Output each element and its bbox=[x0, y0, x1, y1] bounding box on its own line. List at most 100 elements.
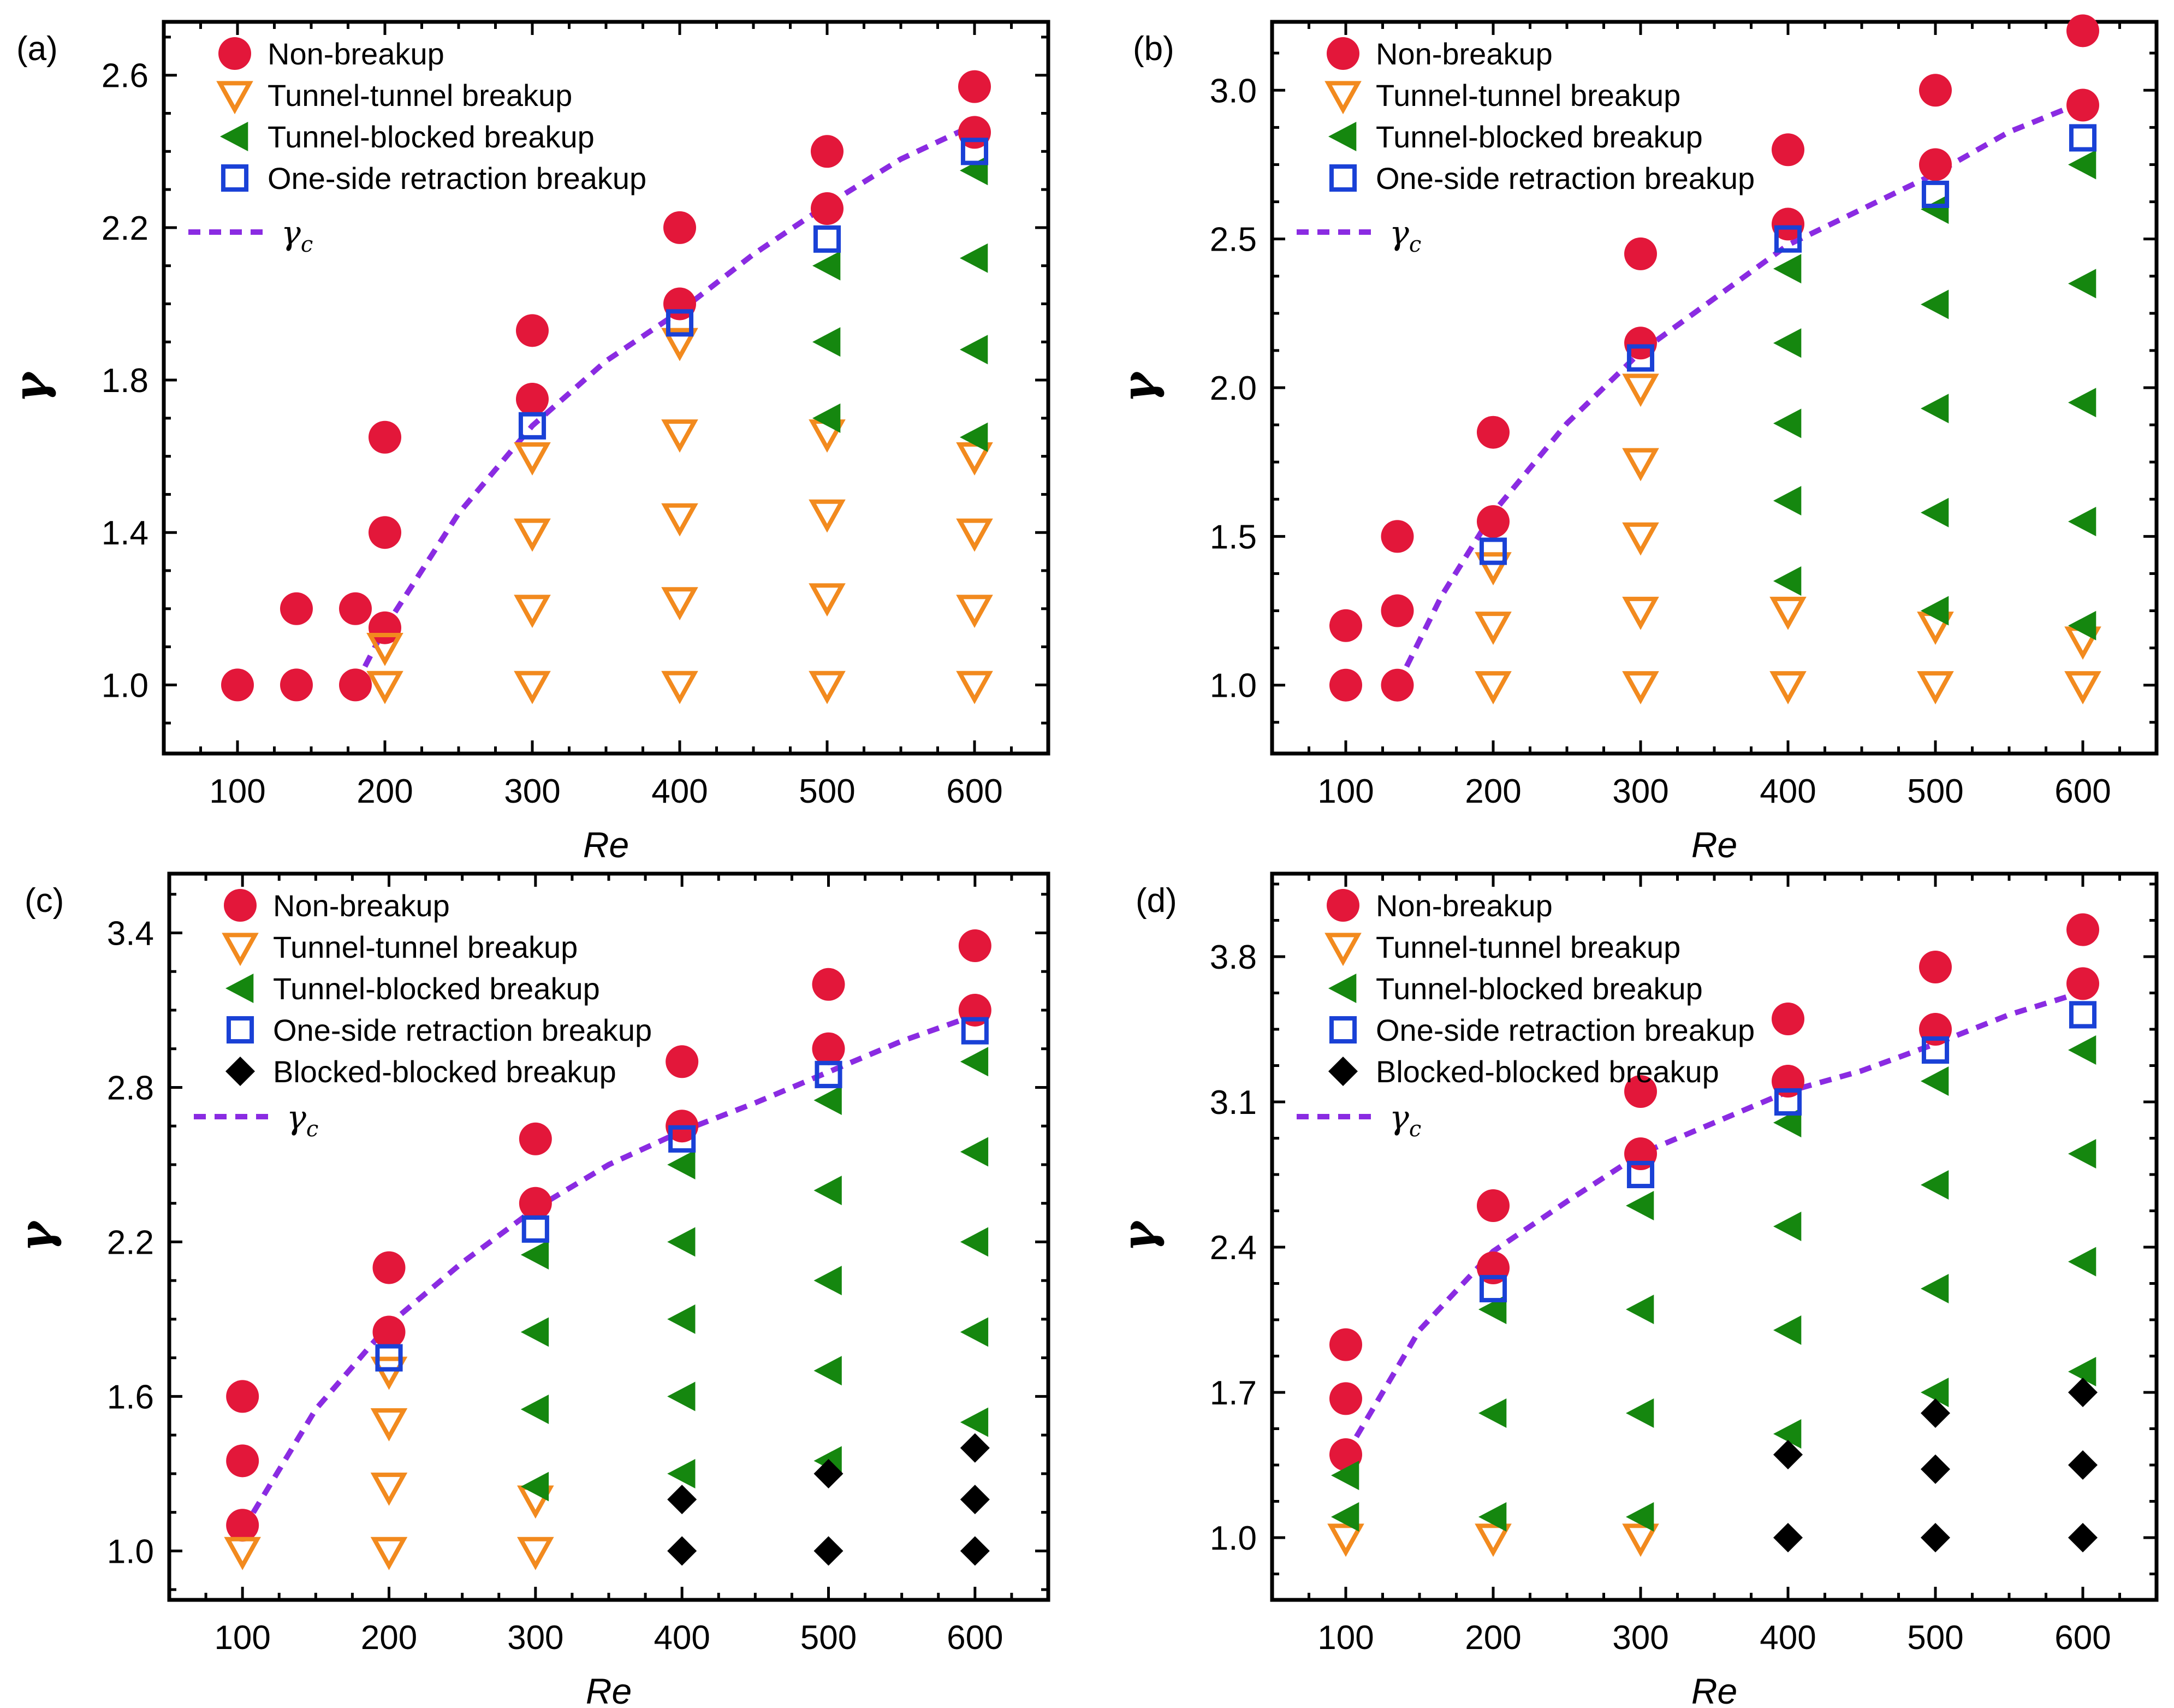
non-breakup-point bbox=[812, 1032, 845, 1065]
y-tick-label: 1.0 bbox=[107, 1533, 154, 1570]
y-tick-label: 3.1 bbox=[1210, 1084, 1257, 1122]
x-axis-title: Re bbox=[583, 825, 629, 865]
legend-label-blocked-blocked: Blocked-blocked breakup bbox=[1376, 1054, 1719, 1089]
one-side-point bbox=[1774, 225, 1802, 253]
y-tick-label: 1.0 bbox=[1210, 1520, 1257, 1557]
non-breakup-point bbox=[369, 420, 401, 454]
x-tick-label: 500 bbox=[1907, 1619, 1963, 1657]
tunnel-blocked-point bbox=[960, 1137, 989, 1167]
tunnel-blocked-point bbox=[1921, 394, 1949, 424]
non-breakup-point bbox=[280, 668, 313, 702]
legend-label-non-breakup: Non-breakup bbox=[1376, 888, 1553, 923]
y-tick-label: 1.0 bbox=[102, 667, 149, 704]
one-side-point bbox=[2069, 124, 2097, 152]
legend-marker-tunnel-tunnel bbox=[222, 933, 259, 966]
x-tick-label: 400 bbox=[1760, 773, 1816, 810]
legend-marker-one-side bbox=[1329, 1016, 1357, 1044]
non-breakup-point bbox=[221, 668, 254, 702]
one-side-point bbox=[1479, 537, 1507, 565]
y-axis-title: γ bbox=[1112, 371, 1166, 403]
one-side-point bbox=[961, 1017, 989, 1045]
tunnel-tunnel-point bbox=[661, 503, 698, 537]
non-breakup-point bbox=[663, 211, 696, 244]
tunnel-blocked-point bbox=[667, 1458, 696, 1488]
x-tick-label: 100 bbox=[1317, 773, 1374, 810]
non-breakup-point bbox=[516, 314, 549, 347]
y-tick-label: 1.8 bbox=[102, 362, 149, 400]
tunnel-blocked-point bbox=[2068, 610, 2096, 640]
tunnel-blocked-point bbox=[667, 1304, 696, 1334]
tunnel-blocked-point bbox=[2068, 269, 2096, 299]
x-tick-label: 300 bbox=[1612, 773, 1668, 810]
x-axis-title: Re bbox=[586, 1671, 632, 1708]
legend-label-non-breakup: Non-breakup bbox=[273, 888, 450, 923]
non-breakup-point bbox=[2066, 88, 2099, 122]
legend-label-one-side: One-side retraction breakup bbox=[1376, 1013, 1755, 1047]
tunnel-blocked-point bbox=[812, 251, 841, 281]
tunnel-blocked-point bbox=[2068, 1247, 2096, 1277]
tunnel-blocked-point bbox=[1921, 1066, 1949, 1096]
blocked-blocked-point bbox=[667, 1485, 697, 1515]
tunnel-blocked-point bbox=[813, 1176, 842, 1206]
x-tick-label: 300 bbox=[1612, 1619, 1668, 1657]
x-tick-label: 300 bbox=[504, 773, 560, 810]
tunnel-blocked-point bbox=[960, 243, 988, 273]
tunnel-blocked-point bbox=[1626, 1502, 1654, 1532]
tunnel-blocked-point bbox=[1626, 1191, 1654, 1220]
tunnel-blocked-point bbox=[960, 1047, 989, 1077]
tunnel-tunnel-point bbox=[1622, 373, 1659, 407]
non-breakup-point bbox=[2066, 14, 2099, 48]
legend-gamma-c-subscript: c bbox=[301, 232, 313, 257]
tunnel-tunnel-point bbox=[1475, 612, 1512, 645]
legend-marker-non-breakup bbox=[224, 889, 257, 922]
tunnel-tunnel-point bbox=[1769, 671, 1807, 704]
legend-label-tunnel-tunnel: Tunnel-tunnel breakup bbox=[273, 930, 578, 964]
non-breakup-point bbox=[226, 1509, 259, 1542]
tunnel-tunnel-point bbox=[1622, 1523, 1659, 1557]
tunnel-blocked-point bbox=[960, 1317, 989, 1347]
tunnel-blocked-point bbox=[960, 1407, 989, 1437]
tunnel-tunnel-point bbox=[1917, 671, 1954, 704]
gamma-c-curve bbox=[353, 122, 976, 686]
tunnel-blocked-point bbox=[2068, 1139, 2096, 1169]
legend-label-one-side: One-side retraction breakup bbox=[273, 1013, 652, 1047]
legend-label-tunnel-tunnel: Tunnel-tunnel breakup bbox=[1376, 930, 1680, 964]
legend-marker-one-side bbox=[226, 1016, 254, 1044]
tunnel-blocked-point bbox=[1773, 254, 1802, 284]
legend-marker-tunnel-tunnel bbox=[216, 81, 253, 115]
legend-label-tunnel-blocked: Tunnel-blocked breakup bbox=[1376, 120, 1703, 154]
y-tick-label: 1.7 bbox=[1210, 1374, 1257, 1412]
tunnel-tunnel-point bbox=[661, 419, 698, 453]
tunnel-tunnel-point bbox=[1622, 671, 1659, 704]
tunnel-blocked-point bbox=[1773, 566, 1802, 596]
tunnel-tunnel-point bbox=[956, 595, 993, 628]
tunnel-blocked-point bbox=[1921, 1170, 1949, 1200]
legend-label-one-side: One-side retraction breakup bbox=[268, 161, 646, 195]
y-axis-title: γ bbox=[3, 371, 57, 403]
x-tick-label: 100 bbox=[209, 773, 265, 810]
legend-marker-one-side bbox=[221, 164, 249, 192]
blocked-blocked-point bbox=[1773, 1440, 1803, 1469]
gamma-c-curve bbox=[1343, 989, 2084, 1456]
tunnel-blocked-point bbox=[1773, 485, 1802, 515]
one-side-point bbox=[666, 309, 694, 337]
y-tick-label: 3.8 bbox=[1210, 939, 1257, 976]
legend-marker-blocked-blocked bbox=[225, 1057, 255, 1086]
y-tick-label: 1.5 bbox=[1210, 518, 1257, 556]
legend-label-tunnel-tunnel: Tunnel-tunnel breakup bbox=[1376, 78, 1680, 112]
tunnel-tunnel-point bbox=[370, 1356, 408, 1390]
legend-gamma-c-subscript: c bbox=[1409, 232, 1421, 257]
y-tick-label: 2.6 bbox=[102, 57, 149, 95]
panel-label: (b) bbox=[1133, 30, 1174, 68]
y-axis-title: γ bbox=[9, 1220, 63, 1252]
tunnel-blocked-point bbox=[1478, 1398, 1507, 1428]
tunnel-tunnel-point bbox=[514, 518, 551, 552]
non-breakup-point bbox=[1381, 668, 1414, 702]
non-breakup-point bbox=[1919, 148, 1952, 181]
non-breakup-point bbox=[1772, 1003, 1804, 1035]
tunnel-blocked-point bbox=[1773, 328, 1802, 358]
tunnel-blocked-point bbox=[1921, 194, 1949, 224]
non-breakup-point bbox=[1329, 1328, 1362, 1361]
legend-label-tunnel-blocked: Tunnel-blocked breakup bbox=[268, 120, 595, 154]
